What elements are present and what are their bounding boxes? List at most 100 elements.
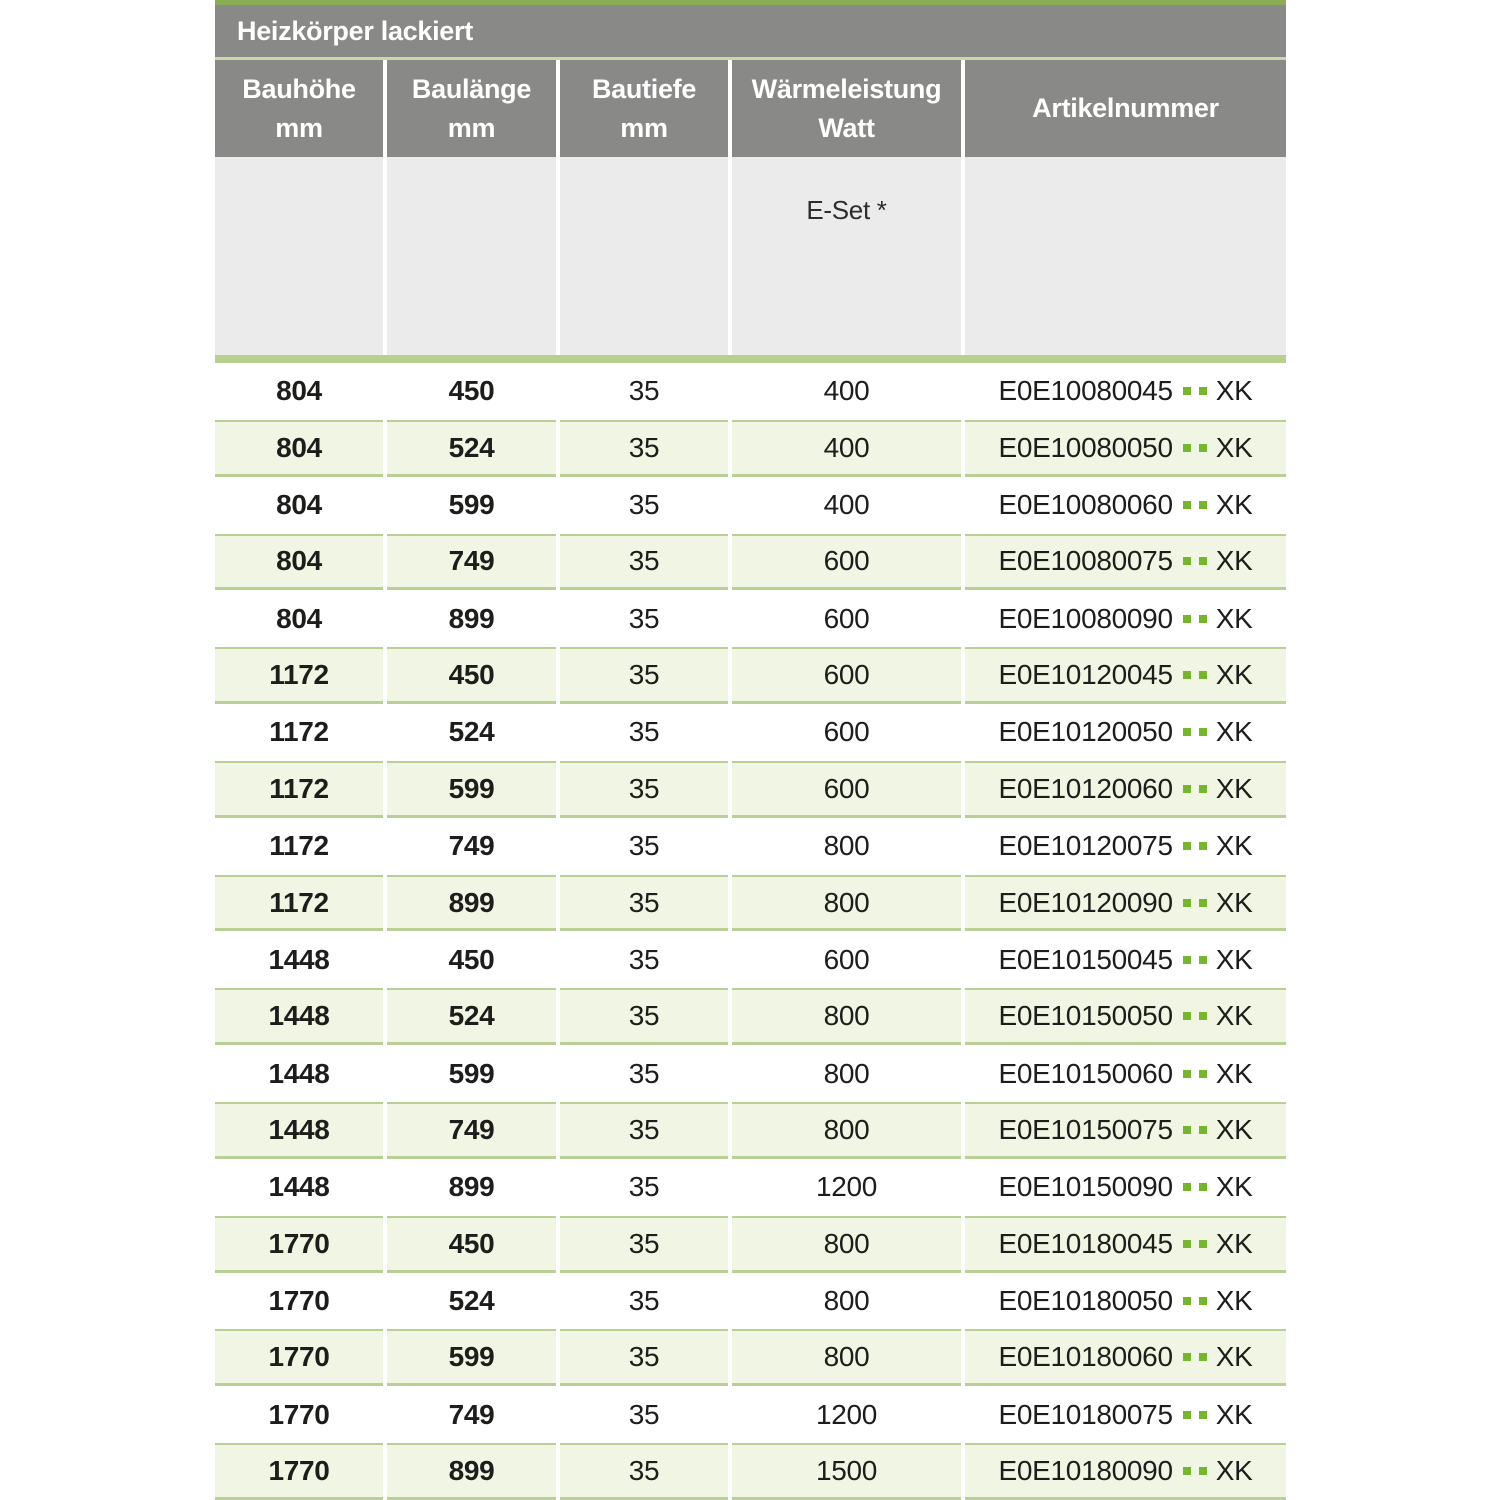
- cell-bauhoehe: 1172: [215, 817, 383, 875]
- cell-watt: 800: [732, 817, 961, 875]
- cell-artikelnummer: E0E10080050 XK: [965, 419, 1286, 477]
- table-row: 1448 749 35 800 E0E10150075 XK: [215, 1101, 1286, 1159]
- cell-baulaenge: 524: [387, 704, 556, 761]
- cell-bauhoehe: 1770: [215, 1272, 383, 1330]
- cell-bautiefe: 35: [560, 1101, 728, 1159]
- cell-bauhoehe: 1770: [215, 1329, 383, 1387]
- placeholder-dot-icon: [1182, 501, 1191, 510]
- cell-bautiefe: 35: [560, 1158, 728, 1216]
- cell-bautiefe: 35: [560, 988, 728, 1046]
- table-row: 1172 450 35 600 E0E10120045 XK: [215, 647, 1286, 705]
- cell-artikelnummer: E0E10120060 XK: [965, 760, 1286, 818]
- header-body-divider-band: [215, 355, 1286, 363]
- cell-watt: 800: [732, 988, 961, 1046]
- top-accent-bar: [215, 0, 1286, 5]
- cell-watt: 400: [732, 476, 961, 534]
- cell-bautiefe: 35: [560, 760, 728, 818]
- cell-watt: 600: [732, 533, 961, 591]
- placeholder-dot-icon: [1198, 1296, 1207, 1305]
- placeholder-dot-icon: [1182, 898, 1191, 907]
- artikel-prefix: E0E10120075: [998, 830, 1174, 862]
- artikel-prefix: E0E10150090: [998, 1171, 1174, 1203]
- cell-artikelnummer: E0E10180050 XK: [965, 1272, 1286, 1330]
- table-row: 804 599 35 400 E0E10080060 XK: [215, 476, 1286, 534]
- cell-artikelnummer: E0E10150075 XK: [965, 1101, 1286, 1159]
- table-body: 804 450 35 400 E0E10080045 XK 804 524 35 …: [215, 363, 1286, 1500]
- artikel-prefix: E0E10180050: [998, 1284, 1174, 1316]
- artikel-suffix: XK: [1215, 1171, 1253, 1203]
- cell-baulaenge: 899: [387, 1443, 556, 1500]
- cell-bauhoehe: 1448: [215, 1045, 383, 1102]
- subheader-row: E-Set *: [215, 157, 1286, 355]
- cell-baulaenge: 450: [387, 363, 556, 420]
- column-header-bauhoehe: Bauhöhe mm: [215, 60, 383, 157]
- column-header-label: Wärmeleistung: [751, 73, 942, 104]
- column-header-unit: mm: [447, 112, 496, 143]
- artikel-prefix: E0E10180045: [998, 1227, 1174, 1259]
- artikel-prefix: E0E10180075: [998, 1398, 1174, 1430]
- cell-bautiefe: 35: [560, 704, 728, 761]
- cell-artikelnummer: E0E10180075 XK: [965, 1386, 1286, 1444]
- column-header-label: Bauhöhe: [242, 73, 356, 104]
- cell-baulaenge: 599: [387, 1045, 556, 1102]
- cell-baulaenge: 899: [387, 874, 556, 932]
- table-row: 1770 524 35 800 E0E10180050 XK: [215, 1272, 1286, 1330]
- cell-bauhoehe: 1172: [215, 760, 383, 818]
- table-row: 1770 450 35 800 E0E10180045 XK: [215, 1215, 1286, 1273]
- placeholder-dot-icon: [1198, 955, 1207, 964]
- placeholder-dot-icon: [1182, 443, 1191, 452]
- placeholder-dot-icon: [1198, 1183, 1207, 1192]
- cell-bauhoehe: 1448: [215, 988, 383, 1046]
- table-row: 1172 599 35 600 E0E10120060 XK: [215, 760, 1286, 818]
- cell-bauhoehe: 1448: [215, 1158, 383, 1216]
- cell-baulaenge: 749: [387, 817, 556, 875]
- cell-baulaenge: 749: [387, 1386, 556, 1444]
- artikel-suffix: XK: [1215, 659, 1253, 691]
- cell-watt: 600: [732, 760, 961, 818]
- artikel-suffix: XK: [1215, 489, 1253, 521]
- artikel-prefix: E0E10180090: [998, 1454, 1174, 1486]
- cell-artikelnummer: E0E10150050 XK: [965, 988, 1286, 1046]
- table-row: 1448 599 35 800 E0E10150060 XK: [215, 1045, 1286, 1102]
- artikel-prefix: E0E10080050: [998, 431, 1174, 463]
- table-row: 804 899 35 600 E0E10080090 XK: [215, 590, 1286, 648]
- title-divider-line: [215, 57, 1286, 60]
- cell-artikelnummer: E0E10080090 XK: [965, 590, 1286, 648]
- cell-bautiefe: 35: [560, 476, 728, 534]
- cell-artikelnummer: E0E10080060 XK: [965, 476, 1286, 534]
- cell-baulaenge: 450: [387, 1215, 556, 1273]
- artikel-suffix: XK: [1215, 375, 1253, 407]
- placeholder-dot-icon: [1198, 387, 1207, 396]
- placeholder-dot-icon: [1182, 784, 1191, 793]
- placeholder-dot-icon: [1198, 728, 1207, 737]
- placeholder-dot-icon: [1182, 1069, 1191, 1078]
- cell-watt: 800: [732, 1215, 961, 1273]
- cell-artikelnummer: E0E10120090 XK: [965, 874, 1286, 932]
- artikel-suffix: XK: [1215, 1057, 1253, 1089]
- column-header-unit: Watt: [818, 112, 875, 143]
- cell-baulaenge: 450: [387, 647, 556, 705]
- cell-watt: 400: [732, 419, 961, 477]
- cell-watt: 600: [732, 590, 961, 648]
- subheader-cell-empty: [387, 157, 556, 355]
- placeholder-dot-icon: [1198, 671, 1207, 680]
- table-title: Heizkörper lackiert: [237, 15, 473, 46]
- artikel-suffix: XK: [1215, 1284, 1253, 1316]
- cell-bautiefe: 35: [560, 1386, 728, 1444]
- cell-bauhoehe: 804: [215, 363, 383, 420]
- artikel-prefix: E0E10120090: [998, 886, 1174, 918]
- cell-bauhoehe: 1172: [215, 647, 383, 705]
- placeholder-dot-icon: [1182, 671, 1191, 680]
- artikel-prefix: E0E10080060: [998, 489, 1174, 521]
- cell-bautiefe: 35: [560, 817, 728, 875]
- table-row: 1172 749 35 800 E0E10120075 XK: [215, 817, 1286, 875]
- placeholder-dot-icon: [1182, 842, 1191, 851]
- table-row: 1770 749 35 1200 E0E10180075 XK: [215, 1386, 1286, 1444]
- cell-bauhoehe: 804: [215, 590, 383, 648]
- table-row: 804 749 35 600 E0E10080075 XK: [215, 533, 1286, 591]
- cell-artikelnummer: E0E10120045 XK: [965, 647, 1286, 705]
- artikel-prefix: E0E10150060: [998, 1057, 1174, 1089]
- placeholder-dot-icon: [1198, 1239, 1207, 1248]
- placeholder-dot-icon: [1198, 614, 1207, 623]
